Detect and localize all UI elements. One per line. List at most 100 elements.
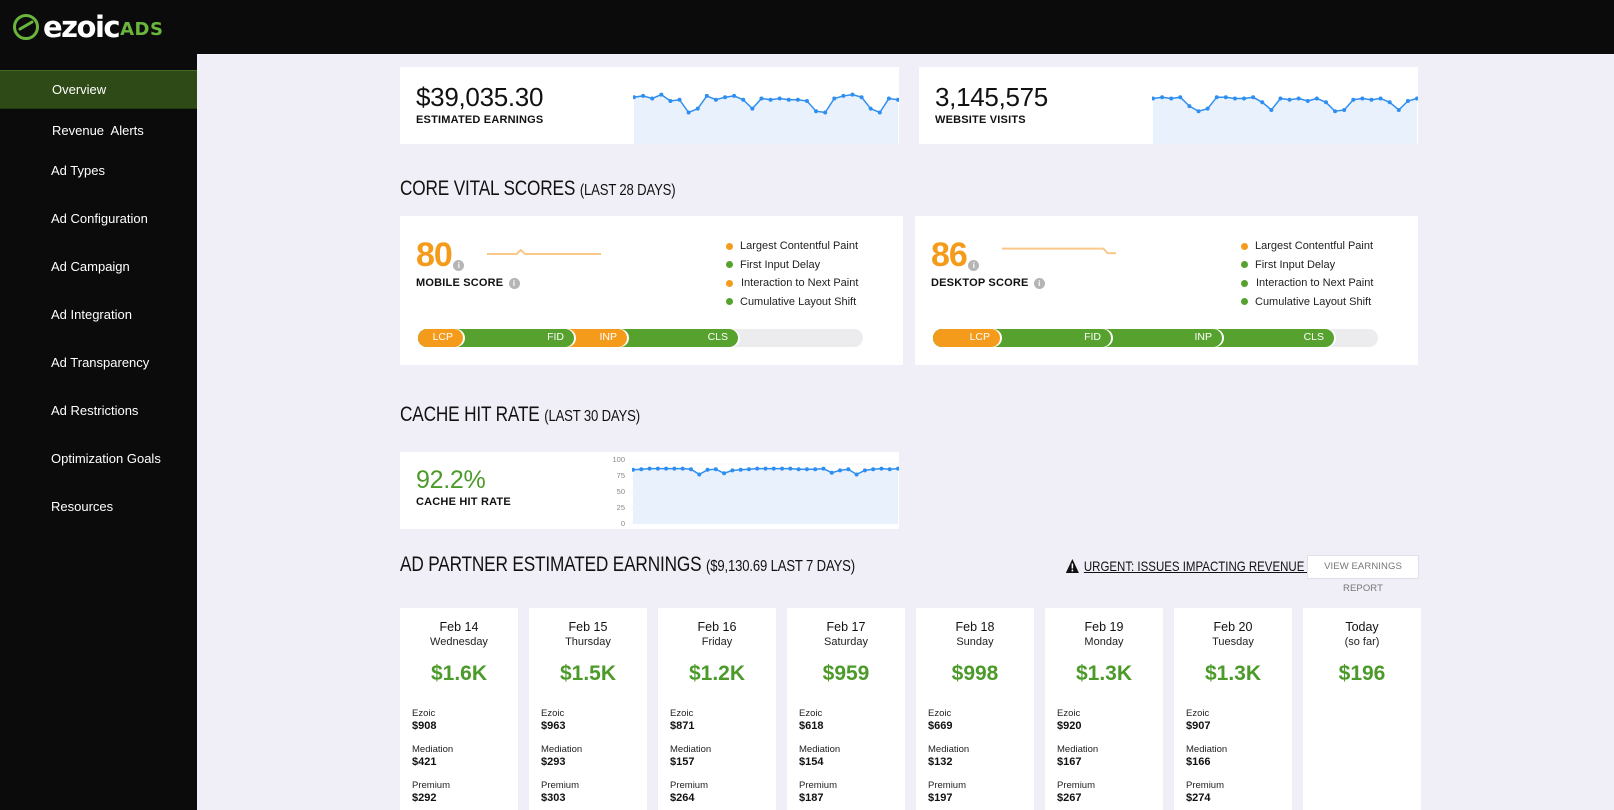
sidebar-item-ad-types[interactable]: Ad Types	[0, 150, 197, 190]
breakdown-label: Ezoic	[541, 708, 565, 719]
data-point	[804, 99, 809, 104]
legend-item: Cumulative Layout Shift	[1241, 293, 1373, 312]
data-point	[1314, 96, 1319, 101]
data-point	[1223, 95, 1228, 100]
logo-wordmark: ezoic	[43, 10, 121, 44]
data-point	[755, 466, 760, 471]
data-point	[723, 95, 728, 100]
breakdown-value: $166	[1186, 756, 1211, 768]
desktop-score-value: 86 i	[931, 236, 979, 275]
sidebar-item-optimization-goals[interactable]: Optimization Goals	[0, 438, 197, 478]
legend-item: Interaction to Next Paint	[726, 274, 858, 293]
data-point	[641, 93, 646, 98]
sidebar-item-resources[interactable]: Resources	[0, 486, 197, 526]
data-point	[786, 97, 791, 102]
data-point	[746, 467, 751, 472]
breakdown-value: $669	[928, 720, 953, 732]
day-name: (so far)	[1344, 636, 1380, 648]
sidebar-item-ad-integration[interactable]: Ad Integration	[0, 294, 197, 334]
legend-item: Interaction to Next Paint	[1241, 274, 1373, 293]
breakdown-value: $293	[541, 756, 566, 768]
sidebar-item-label: Ad Campaign	[51, 258, 130, 274]
breakdown-value: $187	[799, 792, 824, 804]
breakdown-label: Ezoic	[1186, 708, 1210, 719]
day-name: Wednesday	[430, 636, 488, 648]
sidebar-item-revenue-alerts[interactable]: Revenue Alerts	[0, 110, 197, 150]
website-visits-label: WEBSITE VISITS	[935, 114, 1026, 126]
info-icon[interactable]: i	[967, 260, 979, 271]
data-point	[1205, 106, 1210, 111]
sidebar-item-ad-configuration[interactable]: Ad Configuration	[0, 198, 197, 238]
breakdown-value: $197	[928, 792, 953, 804]
legend-label: Interaction to Next Paint	[741, 277, 859, 290]
day-date: Feb 20	[1213, 620, 1253, 634]
data-point	[814, 109, 819, 114]
data-point	[1305, 99, 1310, 104]
data-point	[688, 467, 693, 472]
y-tick-label: 50	[616, 487, 625, 496]
data-point	[750, 106, 755, 111]
data-point	[695, 106, 700, 111]
data-point	[741, 97, 746, 102]
desktop-vitals-legend: Largest Contentful Paint First Input Del…	[1241, 237, 1373, 311]
sidebar-item-label: Revenue Alerts	[52, 122, 144, 138]
data-point	[846, 467, 851, 472]
sidebar-item-ad-transparency[interactable]: Ad Transparency	[0, 342, 197, 382]
data-point	[871, 467, 876, 472]
data-point	[639, 467, 644, 472]
website-visits-card: 3,145,575 WEBSITE VISITS	[919, 67, 1418, 144]
legend-label: Cumulative Layout Shift	[1255, 295, 1372, 308]
data-point	[1405, 99, 1410, 104]
breakdown-label: Mediation	[541, 744, 583, 755]
mobile-vitals-bar: CLS INP FID LCP	[418, 329, 863, 347]
info-icon[interactable]: i	[1033, 277, 1045, 289]
data-point	[1196, 109, 1201, 114]
info-icon[interactable]: i	[508, 277, 520, 289]
breakdown-label: Premium	[928, 780, 967, 791]
data-point	[868, 106, 873, 111]
urgent-issues-link[interactable]: URGENT: ISSUES IMPACTING REVENUE (11)	[1065, 558, 1327, 574]
breakdown-value: $421	[412, 756, 437, 768]
legend-dot	[726, 279, 733, 287]
day-total: $1.5K	[559, 662, 617, 685]
cache-hit-rate-card: 92.2% CACHE HIT RATE 100 75 50 25 0	[400, 452, 899, 529]
breakdown-value: $167	[1057, 756, 1082, 768]
breakdown-label: Ezoic	[799, 708, 823, 719]
series-area	[633, 468, 898, 524]
day-total: $998	[951, 662, 999, 685]
data-point	[841, 93, 846, 98]
info-icon[interactable]: i	[452, 260, 464, 271]
breakdown-value: $963	[541, 720, 566, 732]
legend-label: Largest Contentful Paint	[740, 240, 859, 253]
sidebar-item-overview[interactable]: Overview	[0, 70, 197, 109]
y-tick-label: 0	[620, 519, 625, 528]
breakdown-label: Premium	[541, 780, 580, 791]
data-point	[821, 466, 826, 471]
y-tick-label: 75	[616, 471, 625, 480]
data-point	[1214, 95, 1219, 100]
series-area	[1153, 97, 1417, 144]
data-point	[677, 97, 682, 102]
day-earnings-card: Feb 16 Friday $1.2K Ezoic $871 Mediation $157 P…	[658, 608, 776, 810]
day-name: Friday	[701, 636, 733, 648]
legend-item: Largest Contentful Paint	[726, 237, 858, 256]
legend-dot	[1241, 242, 1248, 250]
data-point	[832, 96, 837, 101]
ezoic-logo[interactable]: ezoic ADS	[12, 10, 163, 44]
urgent-issues-text: URGENT: ISSUES IMPACTING REVENUE (11)	[1083, 558, 1328, 574]
legend-label: First Input Delay	[1255, 258, 1336, 271]
series-line	[1002, 247, 1116, 255]
mobile-vitals-legend: Largest Contentful Paint First Input Del…	[726, 237, 858, 311]
view-earnings-report-button[interactable]: VIEW EARNINGS REPORT	[1307, 555, 1419, 594]
data-point	[732, 93, 737, 98]
sidebar-item-ad-campaign[interactable]: Ad Campaign	[0, 246, 197, 286]
day-date: Feb 16	[697, 620, 737, 634]
data-point	[633, 95, 636, 100]
vital-segment-lcp: LCP	[418, 329, 463, 347]
data-point	[1387, 100, 1392, 105]
data-point	[1351, 97, 1356, 102]
legend-dot	[1241, 298, 1248, 306]
cache-hit-rate-chart	[632, 463, 899, 524]
sidebar-item-ad-restrictions[interactable]: Ad Restrictions	[0, 390, 197, 430]
breakdown-label: Premium	[412, 780, 451, 791]
